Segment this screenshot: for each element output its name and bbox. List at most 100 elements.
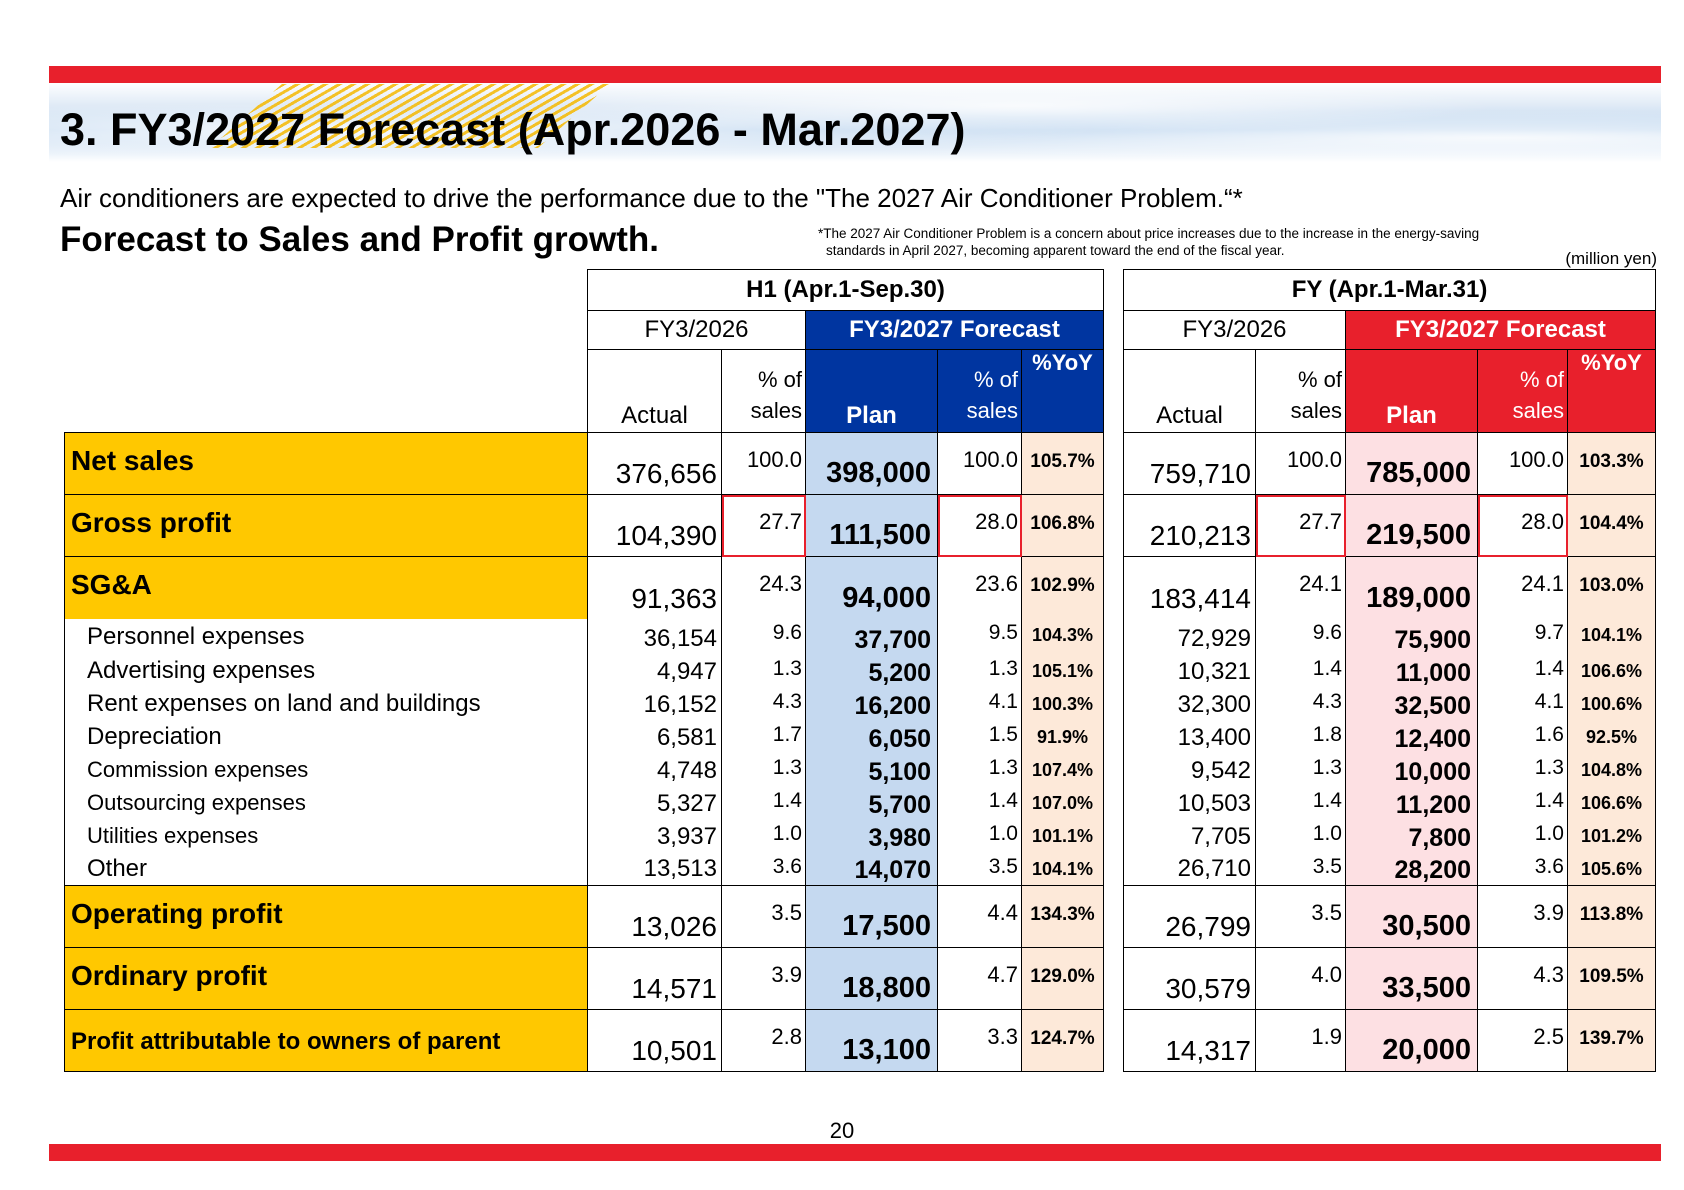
fy-forecast-header: FY3/2027 Forecast	[1345, 310, 1656, 350]
fy-actual-pct: 27.7	[1255, 494, 1346, 557]
h1-plan-value: 18,800	[805, 947, 938, 1010]
row-label-text: Other	[87, 854, 148, 882]
fy-plan-value: 28,200	[1345, 852, 1478, 886]
fy-plan-value: 12,400	[1345, 720, 1478, 754]
column-gap	[1104, 688, 1124, 721]
h1-actual-pct: 1.3	[721, 654, 806, 688]
fy-plan-value: 75,900	[1345, 618, 1478, 655]
row-label: Advertising expenses	[64, 654, 588, 688]
h1-plan-pct: 28.0	[937, 494, 1022, 557]
h1-plan-value: 3,980	[805, 819, 938, 853]
h1-yoy-value: 104.1%	[1021, 852, 1104, 886]
fy-period-header: FY (Apr.1-Mar.31)	[1123, 269, 1656, 311]
header-empty	[65, 350, 588, 433]
row-label-text: Advertising expenses	[87, 657, 316, 684]
column-gap	[1104, 948, 1124, 1010]
fy-yoy-value: 106.6%	[1567, 654, 1656, 688]
row-label-text: Outsourcing expenses	[87, 790, 306, 815]
h1-actual-value: 14,571	[587, 947, 722, 1010]
table-row: Net sales 376,656 100.0 398,000 100.0 105.7% 7…	[64, 432, 1656, 495]
fy-yoy-value: 92.5%	[1567, 720, 1656, 754]
h1-actual-pct: 1.7	[721, 720, 806, 754]
footnote-line-1: *The 2027 Air Conditioner Problem is a c…	[818, 226, 1480, 241]
fy-actual-pct: 100.0	[1255, 432, 1346, 495]
fy-col-plan: Plan	[1345, 349, 1478, 433]
pct-line-2: sales	[966, 398, 1018, 423]
header-gap	[1104, 311, 1124, 350]
h1-actual-pct: 1.3	[721, 753, 806, 787]
fy-plan-value: 20,000	[1345, 1009, 1478, 1072]
h1-col-plan: Plan	[805, 349, 938, 433]
fy-actual-pct: 1.0	[1255, 819, 1346, 853]
fy-col-pct: % of sales	[1255, 349, 1346, 433]
h1-actual-pct: 1.4	[721, 786, 806, 820]
row-label-text: Depreciation	[87, 723, 222, 750]
hatch-decoration	[210, 84, 610, 148]
h1-actual-value: 13,026	[587, 885, 722, 948]
fy-plan-pct: 3.9	[1477, 885, 1568, 948]
h1-plan-pct: 100.0	[937, 432, 1022, 495]
fy-actual-value: 26,799	[1123, 885, 1256, 948]
h1-yoy-value: 100.3%	[1021, 687, 1104, 721]
h1-yoy-value: 104.3%	[1021, 618, 1104, 655]
column-gap	[1104, 820, 1124, 853]
column-gap	[1104, 619, 1124, 655]
h1-actual-pct: 3.5	[721, 885, 806, 948]
h1-actual-value: 10,501	[587, 1009, 722, 1072]
h1-actual-value: 91,363	[587, 556, 722, 619]
headline: Forecast to Sales and Profit growth.	[60, 220, 659, 259]
h1-actual-value: 6,581	[587, 720, 722, 754]
column-gap	[1104, 886, 1124, 948]
fy-plan-pct: 3.6	[1477, 852, 1568, 886]
h1-actual-value: 16,152	[587, 687, 722, 721]
header-empty	[65, 270, 588, 311]
fy-yoy-value: 103.0%	[1567, 556, 1656, 619]
h1-plan-pct: 1.3	[937, 753, 1022, 787]
header-gap	[1104, 270, 1124, 311]
h1-plan-value: 16,200	[805, 687, 938, 721]
fy-plan-value: 30,500	[1345, 885, 1478, 948]
h1-actual-value: 4,748	[587, 753, 722, 787]
fy-actual-value: 210,213	[1123, 494, 1256, 557]
column-gap	[1104, 754, 1124, 787]
fy-yoy-value: 109.5%	[1567, 947, 1656, 1010]
fy-actual-pct: 9.6	[1255, 618, 1346, 655]
pct-line-1: % of	[757, 367, 802, 392]
fy-plan-value: 785,000	[1345, 432, 1478, 495]
row-label-wrap: Rent expenses on land and buildings	[66, 690, 588, 718]
table-row-sub: Personnel expenses 36,154 9.6 37,700 9.5 104.…	[64, 618, 1656, 655]
fy-actual-value: 9,542	[1123, 753, 1256, 787]
h1-actual-value: 376,656	[587, 432, 722, 495]
h1-actual-pct: 3.9	[721, 947, 806, 1010]
pct-line-1: % of	[973, 367, 1018, 392]
table-row-sub: Rent expenses on land and buildings 16,15…	[64, 687, 1656, 721]
h1-yoy-value: 106.8%	[1021, 494, 1104, 557]
h1-yoy-value: 101.1%	[1021, 819, 1104, 853]
h1-actual-value: 36,154	[587, 618, 722, 655]
bottom-red-bar	[49, 1144, 1661, 1161]
row-label: Rent expenses on land and buildings	[64, 687, 588, 721]
table-row-sub: Utilities expenses 3,937 1.0 3,980 1.0 101.1%…	[64, 819, 1656, 853]
h1-plan-pct: 9.5	[937, 618, 1022, 655]
fy-plan-value: 32,500	[1345, 687, 1478, 721]
row-label: Operating profit	[64, 885, 588, 948]
h1-plan-value: 37,700	[805, 618, 938, 655]
fy-yoy-value: 113.8%	[1567, 885, 1656, 948]
h1-plan-pct: 4.1	[937, 687, 1022, 721]
fy-plan-value: 219,500	[1345, 494, 1478, 557]
fy-actual-pct: 4.3	[1255, 687, 1346, 721]
fy-yoy-value: 139.7%	[1567, 1009, 1656, 1072]
fy-plan-value: 10,000	[1345, 753, 1478, 787]
h1-period-header: H1 (Apr.1-Sep.30)	[587, 269, 1104, 311]
h1-plan-pct: 4.7	[937, 947, 1022, 1010]
h1-plan-value: 17,500	[805, 885, 938, 948]
fy-plan-pct: 24.1	[1477, 556, 1568, 619]
h1-plan-value: 398,000	[805, 432, 938, 495]
h1-actual-pct: 4.3	[721, 687, 806, 721]
row-label-wrap: Commission expenses	[66, 757, 588, 783]
fy-actual-value: 32,300	[1123, 687, 1256, 721]
h1-yoy-value: 134.3%	[1021, 885, 1104, 948]
h1-actual-pct: 3.6	[721, 852, 806, 886]
fy-actual-pct: 24.1	[1255, 556, 1346, 619]
fy-col-actual: Actual	[1123, 349, 1256, 433]
